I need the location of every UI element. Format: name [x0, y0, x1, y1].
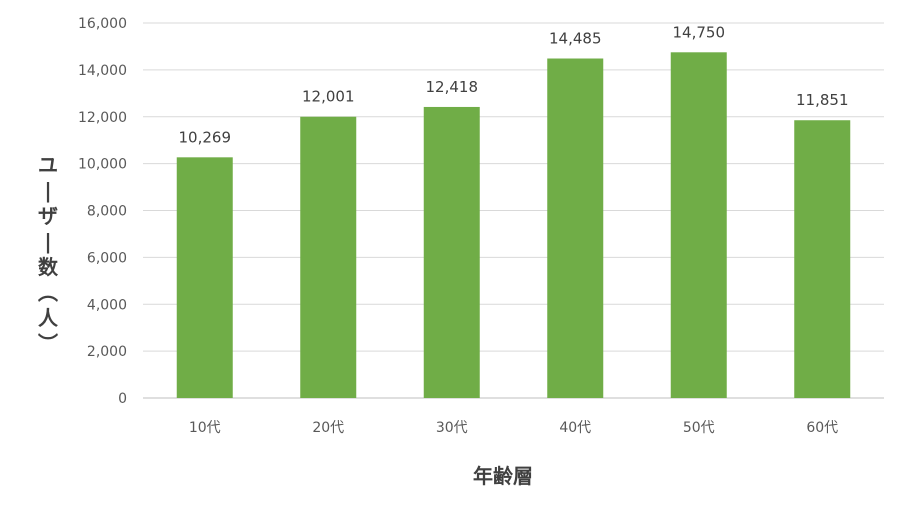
- x-axis-ticks: 10代 20代 30代 40代 50代 60代: [189, 420, 838, 436]
- bar-value-label: 14,485: [549, 30, 602, 48]
- bar-value-label: 14,750: [673, 23, 726, 41]
- y-axis-ticks: 0 2,000 4,000 6,000 8,000 10,000 12,000 14,000 1…: [78, 16, 127, 407]
- x-axis-title: 年齢層: [473, 464, 533, 488]
- gridlines: [143, 22, 884, 399]
- bars: [176, 52, 851, 398]
- y-tick-label: 0: [118, 391, 127, 407]
- y-tick-label: 6,000: [87, 250, 127, 266]
- bar: [176, 157, 233, 398]
- x-tick-label: 60代: [806, 420, 838, 436]
- bar: [423, 106, 480, 398]
- y-tick-label: 4,000: [87, 297, 127, 313]
- bar-value-label: 11,851: [796, 91, 849, 109]
- data-labels: 10,269 12,001 12,418 14,485 14,750 11,851: [179, 23, 849, 146]
- bar: [794, 120, 851, 398]
- bar-value-label: 12,418: [426, 78, 479, 96]
- bar: [670, 52, 727, 398]
- y-tick-label: 16,000: [78, 16, 127, 32]
- x-tick-label: 50代: [683, 420, 715, 436]
- x-tick-label: 30代: [436, 420, 468, 436]
- y-tick-label: 2,000: [87, 344, 127, 360]
- y-tick-label: 12,000: [78, 110, 127, 126]
- bar-value-label: 12,001: [302, 88, 355, 106]
- x-tick-label: 10代: [189, 420, 221, 436]
- y-tick-label: 14,000: [78, 63, 127, 79]
- y-tick-label: 10,000: [78, 157, 127, 173]
- x-tick-label: 40代: [559, 420, 591, 436]
- y-tick-label: 8,000: [87, 204, 127, 220]
- bar-value-label: 10,269: [179, 128, 232, 146]
- bar: [547, 58, 604, 398]
- x-tick-label: 20代: [312, 420, 344, 436]
- bar: [300, 116, 357, 398]
- y-axis-title: ユ|ザ|数︵人︶: [38, 153, 59, 356]
